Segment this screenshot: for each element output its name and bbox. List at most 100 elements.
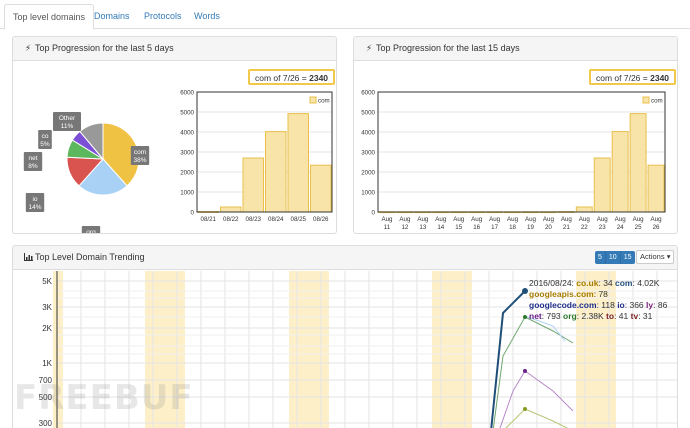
watermark-logo: FREEBUF	[14, 378, 194, 418]
data-point-io	[523, 407, 527, 411]
data-point-org	[523, 315, 527, 319]
x-tick-label: Aug	[579, 216, 591, 223]
pie-label: co	[42, 133, 49, 140]
bar-08-26	[310, 164, 332, 213]
pie-label-box	[130, 146, 150, 165]
range-10-button[interactable]: 10	[605, 251, 621, 264]
tooltip-segment: : 31	[638, 311, 653, 321]
y-tick-label: 0	[372, 210, 376, 217]
panel-heading: Top Level Domain Trending	[13, 246, 677, 270]
tab-domains[interactable]: Domains	[94, 11, 130, 21]
x-tick-label: 08/25	[291, 216, 307, 223]
trending-line-chart: 5K 3K 2K 1K 700 500 300	[39, 271, 677, 428]
tooltip-segment: : 86	[653, 300, 668, 310]
plot-frame	[377, 91, 666, 213]
x-tick-label: Aug	[543, 216, 555, 223]
plot-frame	[196, 91, 333, 213]
pie-label-box	[38, 130, 52, 149]
y-tick-label: 5000	[180, 110, 194, 117]
data-point-net	[523, 369, 527, 373]
bolt-icon: ⚡	[24, 43, 32, 53]
tooltip-segment: : 4.02K	[632, 278, 660, 288]
bar-aug-22	[575, 206, 593, 213]
tooltip-segment: : 2.38K	[576, 311, 607, 321]
y-tick-label: 1000	[361, 190, 375, 197]
value-box: com of 7/26 = 2340	[589, 69, 677, 85]
weekend-band	[53, 271, 63, 428]
legend-swatch	[309, 96, 317, 104]
weekend-band	[432, 271, 472, 428]
tab-top-level-domains[interactable]: Top level domains	[4, 4, 95, 30]
y-tick-label: 3000	[361, 150, 375, 157]
legend-swatch	[642, 96, 650, 104]
value-label: com of 7/26 =	[596, 73, 651, 83]
bar-chart-icon	[23, 246, 33, 269]
x-tick-label: 24	[617, 224, 624, 231]
tooltip-line: net: 793 org: 2.38K to: 41 tv: 31	[529, 311, 667, 322]
y-tick-label: 700	[39, 376, 53, 385]
pie-slice-org	[78, 158, 128, 196]
y-tick-label: 500	[39, 393, 53, 402]
pie-label-box	[81, 226, 101, 233]
weekend-band	[145, 271, 185, 428]
x-tick-label: Aug	[471, 216, 483, 223]
y-tick-label: 2000	[361, 170, 375, 177]
pie-slice-other	[79, 122, 104, 161]
panel-title: Top Level Domain Trending	[35, 252, 145, 262]
y-tick-label: 2000	[180, 170, 194, 177]
x-tick-label: 15	[455, 224, 462, 231]
tooltip-segment: net	[529, 311, 542, 321]
pie-label: 14%	[28, 204, 41, 211]
actions-label: Actions	[640, 252, 665, 261]
panel-heading: ⚡ Top Progression for the last 15 days	[354, 37, 677, 61]
range-button-group: 5 10 15	[595, 251, 635, 264]
x-tick-label: 23	[599, 224, 606, 231]
pie-label: org	[86, 229, 96, 234]
x-tick-label: Aug	[633, 216, 645, 223]
tooltip-segment: com	[615, 278, 633, 288]
x-tick-label: Aug	[525, 216, 537, 223]
bar-chart-15-days: 0100020003000400050006000Aug11Aug12Aug13…	[361, 90, 666, 231]
bar-08-25	[287, 113, 309, 213]
pie-label: Other	[59, 115, 76, 122]
y-tick-label: 4000	[361, 130, 375, 137]
tooltip-segment: : 78	[593, 289, 608, 299]
x-tick-label: 08/23	[246, 216, 262, 223]
value-box: com of 7/26 = 2340	[248, 69, 336, 85]
value-label: com of 7/26 =	[255, 73, 310, 83]
tab-bar: Top level domains Domains Protocols Word…	[0, 0, 690, 30]
bar-aug-24	[611, 131, 629, 213]
caret-down-icon: ▾	[666, 252, 671, 261]
tooltip-segment: co.uk	[576, 278, 599, 288]
legend-label: com	[651, 98, 663, 105]
y-tick-label: 1K	[42, 359, 52, 368]
pie-label-box	[53, 112, 81, 131]
bar-08-23	[242, 157, 264, 213]
x-tick-label: Aug	[651, 216, 663, 223]
panel-progression-15-days: ⚡ Top Progression for the last 15 days co…	[353, 36, 678, 234]
tab-words[interactable]: Words	[194, 11, 220, 21]
actions-dropdown[interactable]: Actions ▾	[636, 250, 675, 264]
tooltip-segment: 2016/08/24:	[529, 278, 577, 288]
series-line-io	[505, 408, 569, 428]
y-tick-label: 6000	[361, 90, 375, 97]
x-tick-label: 08/26	[313, 216, 329, 223]
tooltip-segment: org	[563, 311, 577, 321]
range-5-button[interactable]: 5	[595, 251, 606, 264]
pie-label: 11%	[61, 123, 74, 130]
panel-domain-trending: Top Level Domain Trending 5 10 15 Action…	[12, 245, 678, 428]
weekend-band	[289, 271, 329, 428]
x-tick-label: Aug	[507, 216, 519, 223]
x-tick-label: Aug	[561, 216, 573, 223]
range-15-button[interactable]: 15	[620, 251, 635, 264]
tooltip-segment: : 34	[598, 278, 616, 288]
series-line-com	[490, 290, 526, 428]
pie-label: 8%	[28, 163, 38, 170]
x-tick-label: 19	[527, 224, 534, 231]
tab-protocols[interactable]: Protocols	[144, 11, 182, 21]
y-tick-label: 3000	[180, 150, 194, 157]
tooltip-segment: io	[617, 300, 625, 310]
x-tick-label: 08/22	[223, 216, 239, 223]
panel-heading: ⚡ Top Progression for the last 5 days	[13, 37, 336, 61]
